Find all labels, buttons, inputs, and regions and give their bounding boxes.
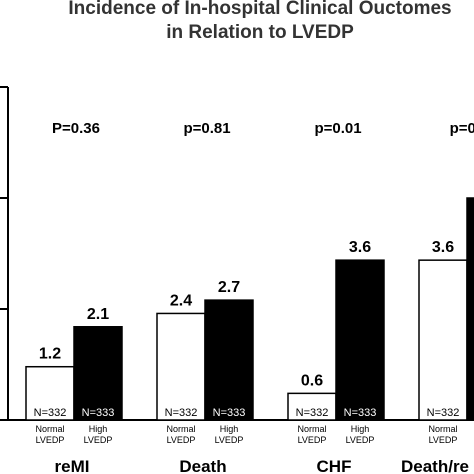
series-label-normal: Normal: [428, 424, 457, 434]
bar-normal-deathre: [418, 259, 468, 421]
p-value-label: P=0.36: [52, 120, 100, 137]
series-label-normal: LVEDP: [167, 435, 196, 445]
n-label-high: N=333: [344, 407, 377, 419]
series-label-normal: Normal: [297, 424, 326, 434]
series-label-high: High: [220, 424, 239, 434]
series-label-normal: LVEDP: [298, 435, 327, 445]
category-label: Death/re: [401, 457, 469, 474]
value-label-normal: 2.4: [170, 292, 192, 309]
series-label-high: High: [351, 424, 370, 434]
value-label-high: 2.1: [87, 306, 109, 323]
bar-normal-chf: [287, 392, 337, 421]
n-label-normal: N=332: [296, 407, 329, 419]
bar-high-death: [204, 299, 254, 421]
p-value-label: p=0.0: [450, 120, 474, 137]
bar-normal-death: [156, 312, 206, 421]
n-label-high: N=333: [213, 407, 246, 419]
series-label-normal: Normal: [166, 424, 195, 434]
series-label-normal: LVEDP: [36, 435, 65, 445]
value-label-high: 3.6: [349, 239, 371, 256]
category-label: CHF: [317, 457, 352, 474]
chart-title-line1: Incidence of In-hospital Clinical Ouctom…: [68, 0, 452, 19]
n-label-normal: N=332: [34, 407, 67, 419]
chart-title-line2: in Relation to LVEDP: [166, 22, 354, 43]
series-label-high: High: [89, 424, 108, 434]
category-label: Death: [179, 457, 226, 474]
value-label-normal: 1.2: [39, 346, 61, 363]
bar-high-remi: [73, 326, 123, 421]
value-label-high: 2.7: [218, 279, 240, 296]
series-label-high: LVEDP: [84, 435, 113, 445]
n-label-high: N=333: [82, 407, 115, 419]
p-value-label: p=0.81: [183, 120, 230, 137]
n-label-normal: N=332: [165, 407, 198, 419]
n-label-normal: N=332: [427, 407, 460, 419]
p-value-label: p=0.01: [314, 120, 361, 137]
category-label: reMI: [55, 457, 90, 474]
series-label-high: LVEDP: [215, 435, 244, 445]
value-label-normal: 0.6: [301, 372, 323, 389]
value-label-normal: 3.6: [432, 239, 454, 256]
series-label-normal: Normal: [35, 424, 64, 434]
bar-high-chf: [335, 259, 385, 421]
bar-high-deathre: [466, 197, 474, 421]
series-label-high: LVEDP: [346, 435, 375, 445]
series-label-normal: LVEDP: [429, 435, 458, 445]
